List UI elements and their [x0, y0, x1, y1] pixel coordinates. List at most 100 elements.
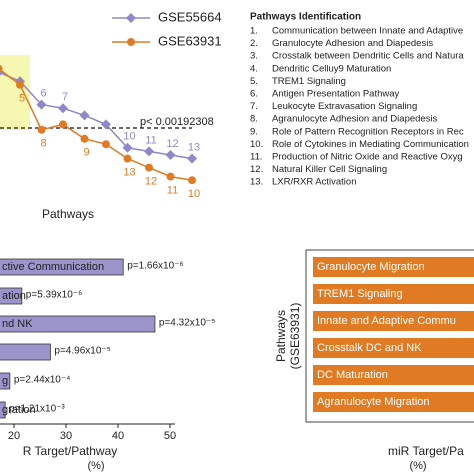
list-number: 1.: [250, 26, 258, 37]
x-tick-label: 40: [112, 430, 124, 442]
point-label: 13: [188, 142, 200, 154]
bar: [0, 315, 156, 333]
category-label: g: [2, 375, 8, 387]
point: [36, 99, 47, 110]
bar: [0, 372, 11, 390]
list-number: 9.: [250, 126, 258, 137]
point-label: 12: [166, 138, 178, 150]
list-number: 10.: [250, 139, 263, 150]
list-item: LXR/RXR Activation: [272, 177, 356, 188]
x-axis-label: miR Target/Pa: [388, 444, 464, 458]
point-label: 12: [145, 176, 157, 188]
point-label: 6: [40, 88, 46, 100]
series-line: [0, 72, 193, 160]
list-number: 12.: [250, 164, 263, 175]
list-item: Role of Cytokines in Mediating Communica…: [272, 139, 469, 150]
list-item: Communication between Innate and Adaptiv…: [272, 26, 463, 37]
threshold-label: p< 0.00192308: [140, 116, 214, 128]
category-label: Granulocyte Migration: [317, 261, 425, 273]
value-label: p=2.44x10⁻⁴: [14, 375, 71, 386]
value-label: p=1.66x10⁻⁶: [127, 261, 183, 272]
bar: [0, 401, 6, 419]
list-number: 3.: [250, 51, 258, 62]
point-label: 8: [40, 138, 46, 150]
point: [102, 140, 110, 149]
point-label: 11: [145, 134, 156, 146]
list-item: Natural Killer Cell Signaling: [272, 164, 387, 175]
value-label: p=1.21x10⁻³: [9, 404, 65, 415]
bar: [313, 338, 474, 358]
legend-label: GSE55664: [158, 9, 222, 24]
point: [101, 119, 111, 130]
point-label: 9: [83, 147, 89, 159]
point: [165, 150, 176, 160]
point: [122, 142, 133, 153]
bar: [0, 287, 23, 305]
list-item: Crosstalk between Dendritic Cells and Na…: [272, 51, 464, 62]
bar: [313, 311, 474, 331]
x-axis-label: Pathways: [42, 207, 94, 221]
list-item: Production of Nitric Oxide and Reactive …: [272, 152, 463, 163]
list-number: 5.: [250, 76, 258, 87]
point: [166, 172, 175, 181]
legend-label: GSE63931: [158, 33, 222, 48]
point-label: 11: [167, 185, 178, 197]
point: [188, 176, 196, 185]
list-number: 4.: [250, 63, 258, 74]
list-number: 7.: [250, 101, 258, 112]
point: [58, 103, 68, 114]
category-label: Agranulocyte Migration: [317, 396, 430, 408]
list-item: Leukocyte Extravasation Signaling: [272, 101, 417, 112]
x-tick-label: 20: [8, 430, 20, 442]
value-label: p=4.32x10⁻⁵: [159, 318, 215, 329]
panel-frame: [305, 249, 474, 423]
point-label: 10: [123, 131, 135, 143]
category-label: DC Maturation: [317, 369, 388, 381]
point: [37, 125, 46, 134]
point: [123, 154, 132, 163]
list-item: Dendritic Celluy9 Maturation: [272, 63, 391, 74]
list-item: Antigen Presentation Pathway: [272, 89, 400, 100]
point: [187, 153, 197, 164]
highlight-region: [0, 55, 30, 130]
series-line: [0, 68, 193, 181]
list-item: Granulocyte Adhesion and Diapedesis: [272, 38, 433, 49]
bar: [313, 284, 474, 304]
x-tick-label: 30: [60, 430, 72, 442]
point-label: 10: [188, 188, 200, 200]
point: [144, 146, 154, 157]
category-label: nd NK: [2, 318, 33, 330]
category-label: TREM1 Signaling: [317, 288, 403, 300]
y-axis-label: Pathways: [274, 310, 288, 362]
list-item: Agranulocyte Adhesion and Diapedesis: [272, 114, 438, 125]
list-item: Role of Pattern Recognition Receptors in…: [272, 126, 464, 137]
list-number: 8.: [250, 114, 258, 125]
point-label: 7: [62, 91, 68, 103]
point-label: 5: [19, 93, 25, 105]
list-number: 13.: [250, 177, 263, 188]
bar: [313, 257, 474, 277]
category-label: Innate and Adaptive Commu: [317, 315, 456, 327]
category-label: ctive Communication: [2, 261, 104, 273]
x-axis-label: R Target/Pathway: [23, 444, 118, 458]
list-number: 2.: [250, 38, 258, 49]
point: [0, 64, 3, 73]
list-number: 6.: [250, 89, 258, 100]
x-axis-unit: (%): [87, 460, 104, 472]
legend-marker: [127, 38, 135, 46]
category-label: gration: [2, 404, 36, 416]
x-tick-label: 50: [164, 430, 176, 442]
point: [16, 80, 24, 89]
point: [79, 110, 90, 121]
bar: [313, 365, 474, 385]
list-number: 11.: [250, 152, 263, 163]
bar: [0, 343, 51, 361]
legend-marker: [126, 13, 136, 23]
list-item: TREM1 Signaling: [272, 76, 346, 87]
point: [145, 163, 153, 172]
point-label: 13: [123, 167, 135, 179]
category-label: ation: [2, 290, 26, 302]
list-title: Pathways Identification: [250, 12, 361, 23]
y-axis-label-sub: (GSE63931): [288, 303, 302, 370]
